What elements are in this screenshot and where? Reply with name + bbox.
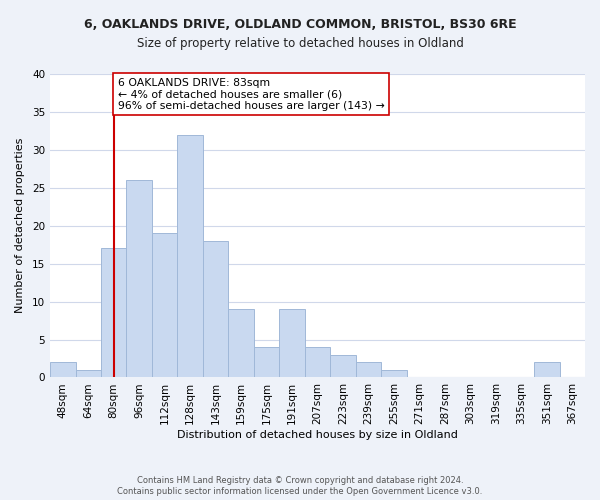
X-axis label: Distribution of detached houses by size in Oldland: Distribution of detached houses by size … bbox=[177, 430, 458, 440]
Bar bbox=[203, 241, 229, 378]
Bar bbox=[254, 347, 280, 378]
Bar bbox=[101, 248, 127, 378]
Bar bbox=[229, 309, 254, 378]
Bar bbox=[178, 134, 203, 378]
Text: Size of property relative to detached houses in Oldland: Size of property relative to detached ho… bbox=[137, 38, 463, 51]
Bar bbox=[356, 362, 381, 378]
Bar bbox=[534, 362, 560, 378]
Bar bbox=[127, 180, 152, 378]
Text: 6, OAKLANDS DRIVE, OLDLAND COMMON, BRISTOL, BS30 6RE: 6, OAKLANDS DRIVE, OLDLAND COMMON, BRIST… bbox=[83, 18, 517, 30]
Bar bbox=[76, 370, 101, 378]
Bar bbox=[381, 370, 407, 378]
Text: 6 OAKLANDS DRIVE: 83sqm
← 4% of detached houses are smaller (6)
96% of semi-deta: 6 OAKLANDS DRIVE: 83sqm ← 4% of detached… bbox=[118, 78, 385, 111]
Bar bbox=[152, 234, 178, 378]
Text: Contains public sector information licensed under the Open Government Licence v3: Contains public sector information licen… bbox=[118, 488, 482, 496]
Bar bbox=[280, 309, 305, 378]
Bar bbox=[50, 362, 76, 378]
Bar bbox=[305, 347, 330, 378]
Text: Contains HM Land Registry data © Crown copyright and database right 2024.: Contains HM Land Registry data © Crown c… bbox=[137, 476, 463, 485]
Y-axis label: Number of detached properties: Number of detached properties bbox=[15, 138, 25, 314]
Bar bbox=[330, 354, 356, 378]
